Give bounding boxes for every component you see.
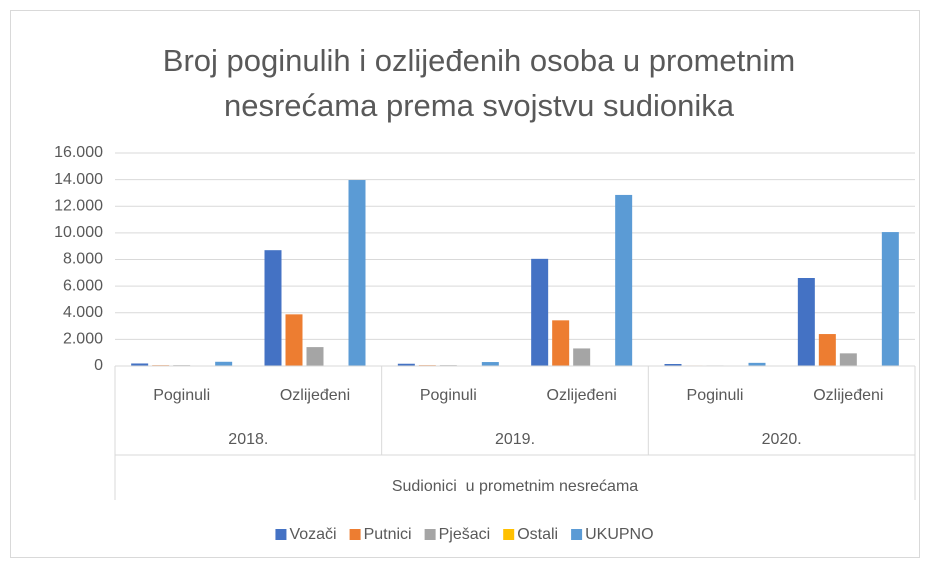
bar — [131, 363, 149, 366]
legend-swatch — [424, 529, 436, 540]
y-tick-label: 12.000 — [54, 197, 103, 214]
x-tick-label: Poginuli — [687, 387, 744, 404]
y-tick-label: 2.000 — [63, 331, 103, 348]
y-tick-label: 8.000 — [63, 251, 103, 268]
group-label: 2019. — [495, 431, 535, 448]
y-tick-label: 10.000 — [54, 224, 103, 241]
bar — [215, 361, 233, 366]
legend-label: Pješaci — [439, 526, 491, 543]
bar — [531, 258, 549, 366]
x-tick-label: Poginuli — [153, 387, 210, 404]
bar — [397, 363, 415, 366]
legend-label: Ostali — [517, 526, 558, 543]
group-label: 2020. — [762, 431, 802, 448]
x-tick-label: Poginuli — [420, 387, 477, 404]
y-tick-label: 14.000 — [54, 171, 103, 188]
chart-border — [10, 10, 920, 558]
bar — [264, 250, 282, 366]
bar — [348, 180, 366, 366]
bar — [306, 347, 324, 366]
bar — [748, 362, 766, 366]
bar — [797, 278, 815, 366]
y-tick-label: 16.000 — [54, 144, 103, 161]
legend-label: Putnici — [364, 526, 412, 543]
bar — [285, 314, 303, 366]
chart-title: Broj poginulih i ozlijeđenih osoba u pro… — [162, 43, 796, 123]
group-label: 2018. — [228, 431, 268, 448]
x-tick-label: Ozlijeđeni — [813, 387, 883, 404]
legend-swatch — [503, 529, 515, 540]
legend-swatch — [571, 529, 583, 540]
legend-swatch — [349, 529, 361, 540]
x-tick-label: Ozlijeđeni — [547, 387, 617, 404]
bar — [573, 348, 591, 366]
legend-label: Vozači — [289, 526, 336, 543]
bar — [839, 353, 857, 366]
bar — [615, 194, 633, 366]
bar — [881, 232, 899, 366]
bar — [818, 334, 836, 366]
bar — [552, 320, 570, 366]
x-tick-label: Ozlijeđeni — [280, 387, 350, 404]
legend-label: UKUPNO — [585, 526, 653, 543]
y-tick-label: 0 — [94, 357, 103, 374]
x-axis-title: Sudionici u prometnim nesrećama — [392, 478, 638, 495]
bar — [481, 362, 499, 366]
legend-swatch — [275, 529, 287, 540]
y-tick-label: 4.000 — [63, 304, 103, 321]
bar — [664, 364, 682, 366]
y-tick-label: 6.000 — [63, 277, 103, 294]
